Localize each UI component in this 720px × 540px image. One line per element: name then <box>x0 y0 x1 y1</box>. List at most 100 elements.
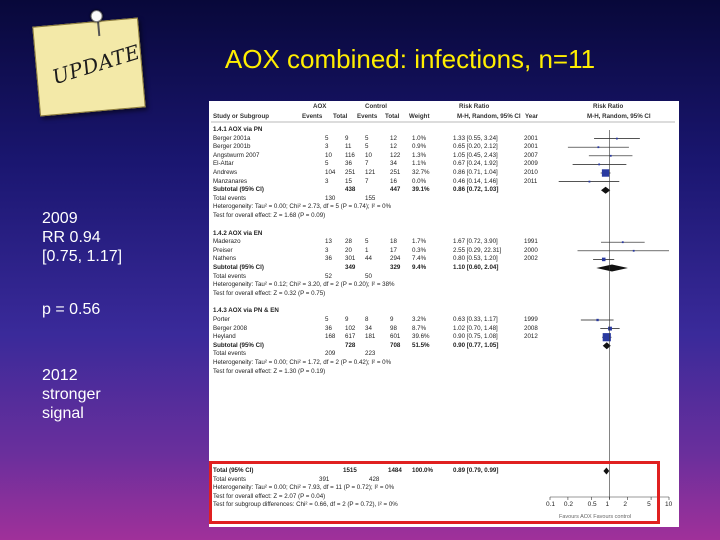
side-note-2012: 2012 stronger signal <box>42 366 202 423</box>
subtotal-diamond <box>601 186 611 194</box>
total-heterogeneity-text: Heterogeneity: Tau² = 0.00; Chi² = 7.93,… <box>213 484 395 492</box>
study-estimate-square <box>615 137 618 140</box>
total-control: 122 <box>390 151 401 159</box>
side-line: [0.75, 1.17] <box>42 248 123 265</box>
overall-effect-text: Test for overall effect: Z = 1.68 (P = 0… <box>213 212 326 219</box>
study-estimate-square <box>602 333 611 342</box>
study-year: 2009 <box>524 160 538 168</box>
total-aox: 28 <box>345 238 352 246</box>
events-control: 7 <box>365 160 369 168</box>
section-label: 1.4.3 AOX via PN & EN <box>213 307 279 315</box>
risk-ratio-ci: 0.46 [0.14, 1.46] <box>453 177 498 185</box>
subtotal-label: Subtotal (95% CI) <box>213 264 264 271</box>
slide-title: AOX combined: infections, n=11 <box>224 44 596 74</box>
subtotal-total-control: 708 <box>390 341 401 349</box>
axis-favours-label: Favours AOX Favours control <box>559 514 632 520</box>
risk-ratio-ci: 0.67 [0.24, 1.92] <box>453 160 498 168</box>
weight-value: 1.0% <box>412 134 427 142</box>
header-study: Study or Subgroup <box>213 113 270 120</box>
overall-effect-text: Test for overall effect: Z = 0.32 (P = 0… <box>213 289 326 297</box>
section-label: 1.4.1 AOX via PN <box>213 126 263 133</box>
subtotal-ci: 0.90 [0.77, 1.05] <box>453 341 499 349</box>
subtotal-total-control: 447 <box>390 186 401 194</box>
risk-ratio-ci: 2.55 [0.29, 22.31] <box>453 246 502 254</box>
study-name: Preiser <box>213 246 233 254</box>
weight-value: 3.2% <box>412 316 427 323</box>
study-year: 2007 <box>524 151 538 159</box>
side-pvalue: p = 0.56 <box>42 300 202 319</box>
section-label: 1.4.2 AOX via EN <box>213 229 263 237</box>
subtotal-weight: 39.1% <box>412 186 430 194</box>
study-name: Berger 2001a <box>213 134 251 142</box>
weight-value: 39.6% <box>412 333 430 341</box>
events-aox: 3 <box>325 246 329 254</box>
update-label: UPDATE <box>49 39 143 90</box>
weight-value: 32.7% <box>412 169 430 176</box>
total-aox: 301 <box>345 255 356 263</box>
study-estimate-square <box>597 146 600 149</box>
subtotal-ci: 1.10 [0.60, 2.04] <box>453 264 499 271</box>
grand-total-weight: 100.0% <box>412 467 433 474</box>
heterogeneity-text: Heterogeneity: Tau² = 0.12; Chi² = 3.20,… <box>213 281 395 289</box>
total-control: 12 <box>390 134 397 142</box>
risk-ratio-ci: 1.05 [0.45, 2.43] <box>453 151 498 159</box>
risk-ratio-ci: 1.33 [0.55, 3.24] <box>453 134 498 142</box>
total-events-aox: 209 <box>325 350 336 358</box>
total-highlight-box <box>209 461 660 524</box>
subtotal-total-aox: 349 <box>345 264 356 271</box>
header-events: Events <box>357 113 378 120</box>
header-total: Total <box>333 113 348 120</box>
total-control: 98 <box>390 324 397 332</box>
study-name: Nathens <box>213 255 237 263</box>
header-total: Total <box>385 113 400 120</box>
study-name: Berger 2001b <box>213 143 251 151</box>
weight-value: 0.3% <box>412 246 427 254</box>
col-group-control: Control <box>365 103 387 110</box>
study-name: Manzanares <box>213 177 248 185</box>
subtotal-diamond <box>596 264 628 272</box>
total-control: 18 <box>390 238 397 246</box>
grand-total-events-control: 428 <box>369 475 380 483</box>
events-control: 5 <box>365 143 369 151</box>
study-year: 2011 <box>524 177 538 185</box>
grand-total-aox: 1515 <box>343 467 357 474</box>
subtotal-weight: 9.4% <box>412 264 427 271</box>
x-axis-tick-label: 10 <box>665 501 673 508</box>
total-aox: 36 <box>345 160 352 168</box>
total-aox: 102 <box>345 324 356 332</box>
total-label: Total (95% CI) <box>213 467 254 474</box>
study-estimate-square <box>588 180 591 183</box>
weight-value: 0.0% <box>412 177 427 185</box>
total-control: 12 <box>390 143 397 151</box>
study-year: 2010 <box>524 169 538 176</box>
total-events-label: Total events <box>213 475 247 483</box>
total-aox: 9 <box>345 316 349 323</box>
grand-total-events-aox: 391 <box>319 475 330 483</box>
study-year: 1999 <box>524 316 538 323</box>
total-aox: 11 <box>345 143 352 151</box>
grand-total-ci: 0.89 [0.79, 0.99] <box>453 467 499 474</box>
total-control: 601 <box>390 333 401 341</box>
col-group-aox: AOX <box>313 103 327 110</box>
study-year: 1991 <box>524 238 538 246</box>
events-control: 181 <box>365 333 376 341</box>
grand-total-control: 1484 <box>388 467 402 474</box>
risk-ratio-ci: 0.63 [0.33, 1.17] <box>453 316 498 323</box>
total-events-label: Total events <box>213 194 247 202</box>
total-diamond <box>603 467 610 475</box>
total-aox: 617 <box>345 333 356 341</box>
subtotal-label: Subtotal (95% CI) <box>213 341 264 349</box>
subtotal-total-aox: 438 <box>345 186 356 194</box>
events-aox: 104 <box>325 169 336 176</box>
weight-value: 0.9% <box>412 143 427 151</box>
total-events-aox: 130 <box>325 194 336 202</box>
heterogeneity-text: Heterogeneity: Tau² = 0.00; Chi² = 1.72,… <box>213 359 392 366</box>
total-aox: 116 <box>345 151 355 159</box>
events-control: 8 <box>365 316 369 323</box>
subtotal-total-control: 329 <box>390 264 401 271</box>
study-name: Maderazo <box>213 238 241 246</box>
x-axis-tick-label: 2 <box>623 501 628 508</box>
subtotal-total-aox: 728 <box>345 341 356 349</box>
study-year: 2001 <box>524 143 538 151</box>
total-events-control: 223 <box>365 350 376 358</box>
